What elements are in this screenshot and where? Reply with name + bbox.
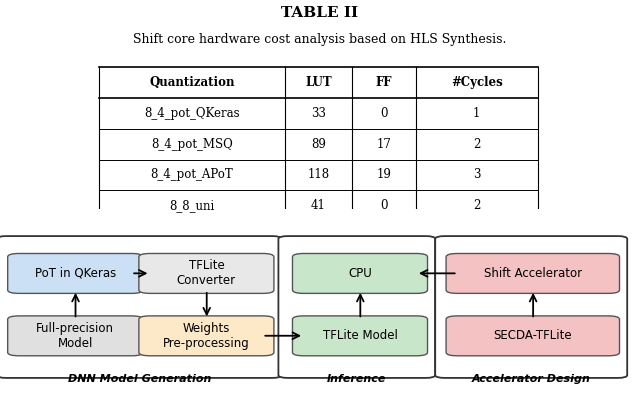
FancyBboxPatch shape <box>292 316 428 356</box>
Text: 118: 118 <box>307 169 330 182</box>
Text: Shift Accelerator: Shift Accelerator <box>484 267 582 280</box>
Text: LUT: LUT <box>305 76 332 89</box>
Text: SECDA-TFLite: SECDA-TFLite <box>493 329 572 342</box>
Text: 1: 1 <box>473 107 481 120</box>
Text: 8_4_pot_APoT: 8_4_pot_APoT <box>150 169 234 182</box>
Text: Accelerator Design: Accelerator Design <box>472 374 591 384</box>
FancyBboxPatch shape <box>446 253 620 294</box>
Text: 8_4_pot_QKeras: 8_4_pot_QKeras <box>144 107 240 120</box>
FancyBboxPatch shape <box>292 253 428 294</box>
Text: 89: 89 <box>311 138 326 151</box>
Text: TFLite
Converter: TFLite Converter <box>177 259 236 288</box>
Text: 2: 2 <box>473 199 481 212</box>
Text: FF: FF <box>376 76 392 89</box>
Text: TFLite Model: TFLite Model <box>323 329 397 342</box>
Text: 17: 17 <box>376 138 392 151</box>
Text: Quantization: Quantization <box>149 76 235 89</box>
Text: #Cycles: #Cycles <box>451 76 502 89</box>
Text: Full-precision
Model: Full-precision Model <box>36 322 114 350</box>
FancyBboxPatch shape <box>278 236 435 378</box>
Text: 19: 19 <box>376 169 392 182</box>
Text: 8_8_uni: 8_8_uni <box>170 199 214 212</box>
Text: TABLE II: TABLE II <box>282 6 358 20</box>
FancyBboxPatch shape <box>139 316 274 356</box>
Text: 0: 0 <box>380 199 388 212</box>
Text: PoT in QKeras: PoT in QKeras <box>35 267 116 280</box>
Text: 8_4_pot_MSQ: 8_4_pot_MSQ <box>151 138 233 151</box>
FancyBboxPatch shape <box>435 236 627 378</box>
Text: Shift core hardware cost analysis based on HLS Synthesis.: Shift core hardware cost analysis based … <box>133 33 507 46</box>
Text: 2: 2 <box>473 138 481 151</box>
FancyBboxPatch shape <box>139 253 274 294</box>
FancyBboxPatch shape <box>8 316 143 356</box>
FancyBboxPatch shape <box>0 236 282 378</box>
Text: Inference: Inference <box>327 374 386 384</box>
FancyBboxPatch shape <box>8 253 143 294</box>
Text: 41: 41 <box>311 199 326 212</box>
Text: CPU: CPU <box>348 267 372 280</box>
FancyBboxPatch shape <box>446 316 620 356</box>
Text: 0: 0 <box>380 107 388 120</box>
Text: 33: 33 <box>311 107 326 120</box>
Text: DNN Model Generation: DNN Model Generation <box>68 374 211 384</box>
Text: Weights
Pre-processing: Weights Pre-processing <box>163 322 250 350</box>
Text: 3: 3 <box>473 169 481 182</box>
